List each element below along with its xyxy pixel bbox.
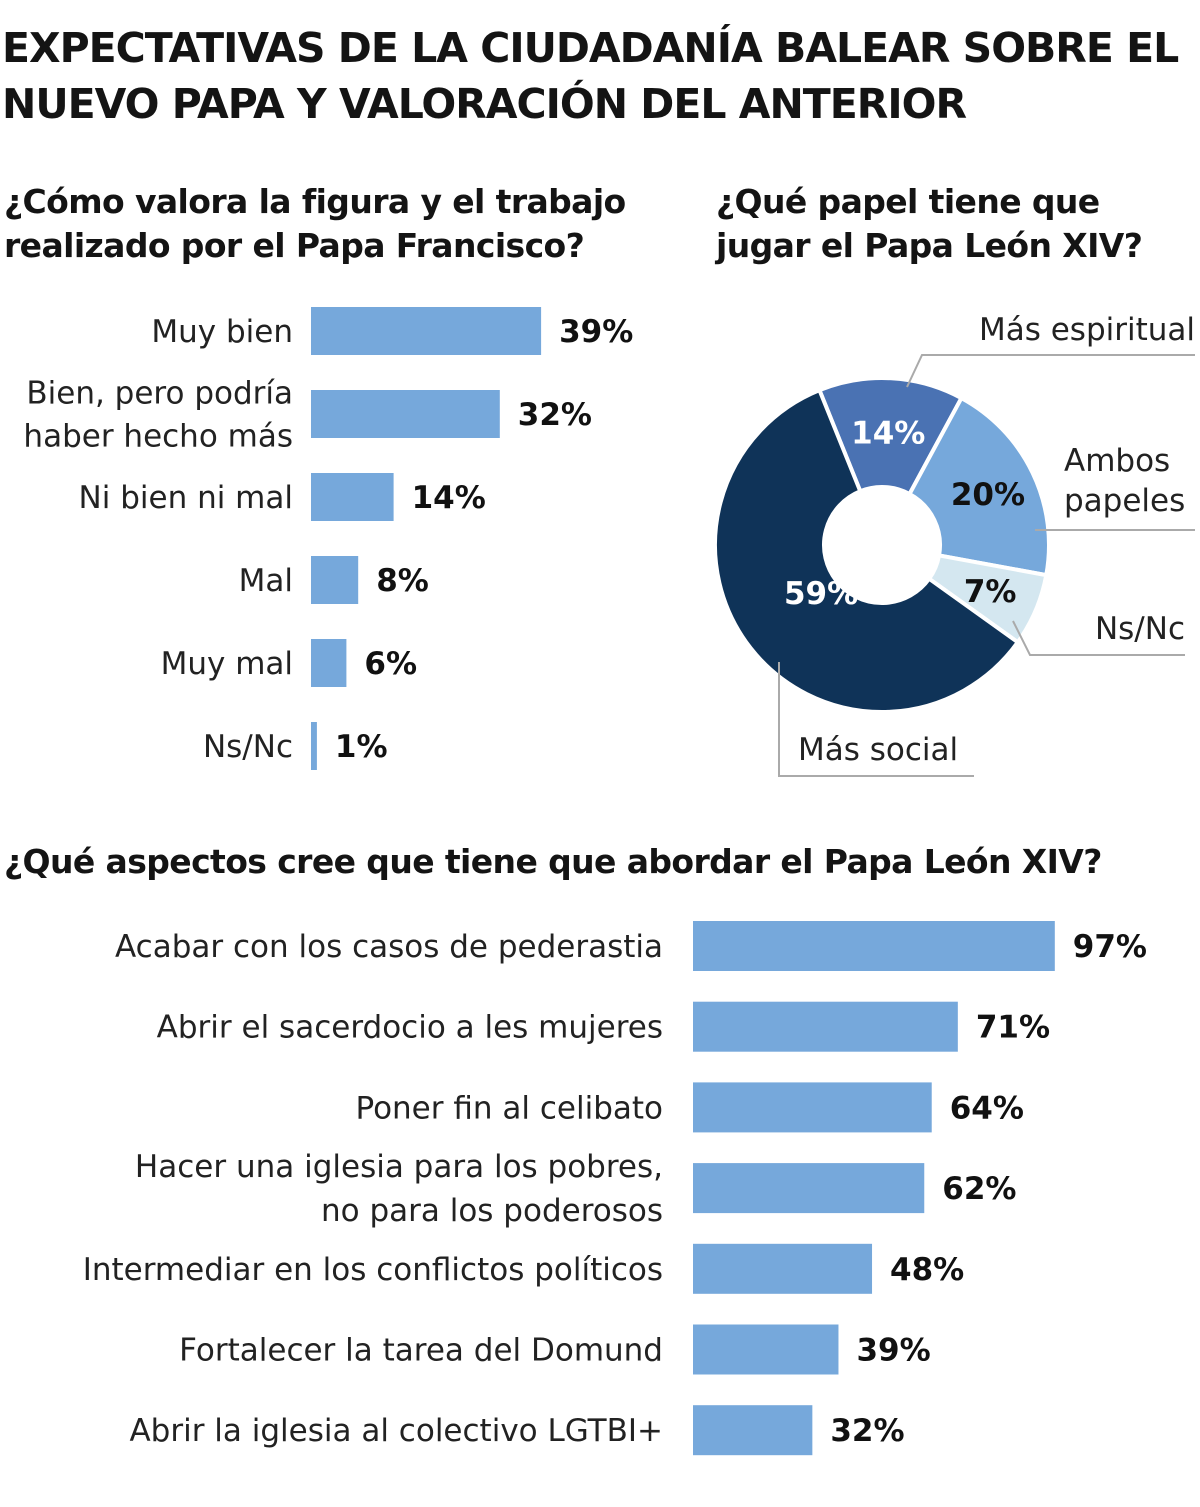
value-label: 64% (950, 1090, 1024, 1126)
bar (693, 1082, 932, 1133)
slice-value-label: 14% (851, 416, 925, 452)
value-label: 97% (1073, 929, 1147, 965)
value-label: 71% (976, 1010, 1050, 1046)
category-label: Muy bien (151, 314, 293, 350)
value-label: 48% (890, 1252, 964, 1288)
bar (693, 1163, 925, 1214)
bar (311, 639, 347, 687)
bar (693, 1324, 839, 1375)
leader-line (778, 662, 974, 777)
category-label: no para los poderosos (321, 1193, 663, 1229)
slice-label: Ns/Nc (1095, 611, 1185, 647)
slice-label: Ambos (1064, 443, 1170, 479)
category-label: Muy mal (161, 646, 293, 682)
slice-label: Más espiritual (979, 312, 1195, 348)
leader-line (1012, 620, 1185, 656)
main-title: EXPECTATIVAS DE LA CIUDADANÍA BALEAR SOB… (2, 24, 1179, 128)
donut-chart-papel-leon: 14% 20% 7% 59% Más espiritual Ambos papeles Ns/… (713, 312, 1195, 777)
chart-title-papel-leon: ¿Qué papel tiene que jugar el Papa León … (716, 182, 1143, 265)
value-label: 39% (559, 314, 633, 350)
value-label: 6% (364, 646, 417, 682)
bar (311, 390, 500, 438)
slice-ambos-papeles (906, 395, 1051, 578)
slice-m-s-social (713, 387, 1021, 714)
bar (693, 921, 1055, 971)
chart-title-aspectos-leon: ¿Qué aspectos cree que tiene que abordar… (4, 842, 1102, 881)
category-label: Ni bien ni mal (79, 480, 293, 516)
value-label: 32% (830, 1413, 904, 1449)
value-label: 1% (335, 729, 388, 765)
category-label: Bien, pero podría (26, 376, 293, 412)
bar (693, 1001, 958, 1052)
category-label: haber hecho más (23, 419, 293, 455)
slice-m-s-espiritual (816, 376, 965, 497)
slice-value-label: 7% (964, 574, 1017, 610)
value-label: 8% (376, 563, 429, 599)
slice-label: papeles (1064, 483, 1185, 519)
bar-chart-papa-francisco: Muy bien 39% Bien, pero podría haber hecho … (23, 307, 633, 770)
category-label: Mal (239, 563, 293, 599)
bar (311, 722, 317, 770)
bar (693, 1405, 813, 1456)
leader-line (906, 354, 1195, 388)
bar (311, 307, 542, 355)
value-label: 62% (942, 1171, 1016, 1207)
slice-value-label: 59% (784, 576, 858, 612)
value-label: 14% (412, 480, 486, 516)
category-label: Ns/Nc (203, 729, 293, 765)
category-label: Poner fin al celibato (355, 1090, 663, 1126)
bar (693, 1243, 873, 1294)
category-label: Abrir la iglesia al colectivo LGTBI+ (129, 1413, 663, 1449)
bar-chart-aspectos-leon: Acabar con los casos de pederastia 97% Abr… (83, 921, 1147, 1456)
value-label: 32% (518, 397, 592, 433)
value-label: 39% (856, 1333, 930, 1369)
chart-title-papa-francisco: ¿Cómo valora la figura y el trabajo real… (4, 182, 626, 265)
category-label: Fortalecer la tarea del Domund (179, 1333, 663, 1369)
slice-label: Más social (798, 732, 958, 768)
category-label: Acabar con los casos de pederastia (115, 929, 663, 965)
category-label: Abrir el sacerdocio a les mujeres (157, 1010, 663, 1046)
category-label: Intermediar en los conflictos políticos (83, 1252, 663, 1288)
bar (311, 473, 394, 521)
slice-value-label: 20% (951, 477, 1025, 513)
category-label: Hacer una iglesia para los pobres, (135, 1149, 663, 1185)
bar (311, 556, 359, 604)
